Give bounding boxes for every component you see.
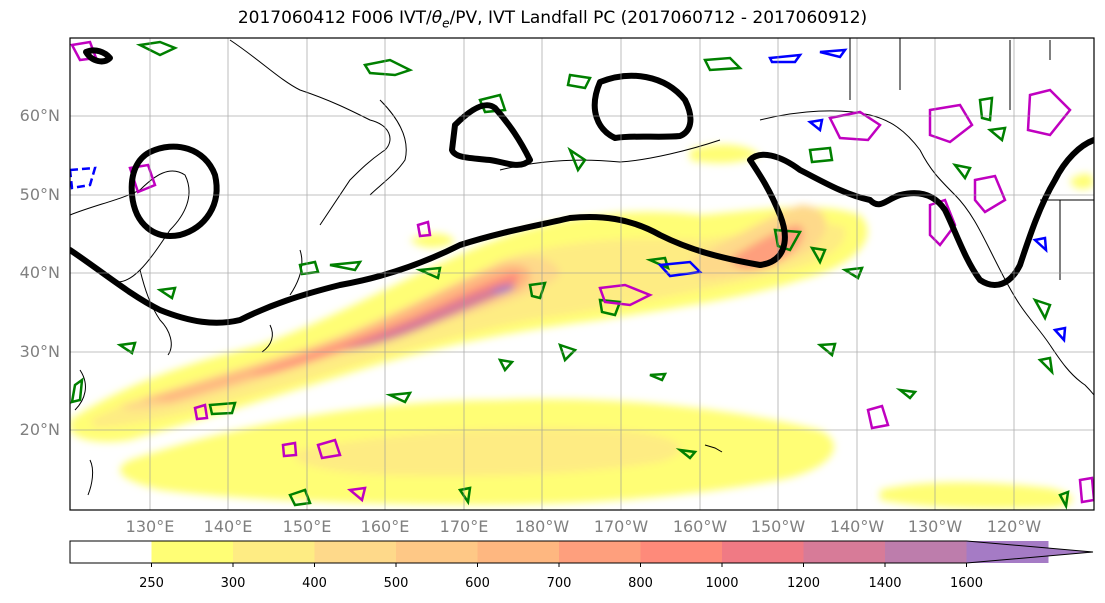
- lon-label-170w: 170°W: [593, 517, 649, 536]
- lat-label-30n: 30°N: [19, 342, 60, 361]
- colorbar-swatch: [640, 541, 723, 563]
- lon-label-150e: 150°E: [282, 517, 332, 536]
- figure-title: 2017060412 F006 IVT/θe/PV, IVT Landfall …: [237, 8, 868, 31]
- colorbar-tick-label: 300: [220, 576, 246, 591]
- map-frame: [69, 37, 1095, 511]
- colorbar-tick-label: 600: [465, 576, 490, 591]
- lon-label-180w: 180°W: [514, 517, 570, 536]
- colorbar-tick-label: 1600: [949, 576, 984, 591]
- ivt-landfall-contour: [70, 47, 1094, 326]
- lon-label-130w: 130°W: [907, 517, 963, 536]
- colorbar-tick-label: 800: [628, 576, 653, 591]
- lat-label-50n: 50°N: [19, 185, 60, 204]
- lon-label-160w: 160°W: [672, 517, 728, 536]
- pv-high-contours: [70, 40, 1094, 504]
- colorbar-swatch: [559, 541, 641, 563]
- lat-label-40n: 40°N: [19, 263, 60, 282]
- colorbar-swatch: [314, 541, 397, 563]
- colorbar-tick-label: 250: [139, 576, 164, 591]
- lat-label-60n: 60°N: [19, 106, 60, 125]
- colorbar-swatch: [70, 541, 152, 563]
- lon-label-170e: 170°E: [439, 517, 489, 536]
- colorbar-outline: [69, 540, 1094, 564]
- lon-label-140w: 140°W: [829, 517, 885, 536]
- colorbar-tick-label: 1400: [868, 576, 902, 591]
- lon-label-130e: 130°E: [125, 517, 175, 536]
- colorbar-swatch: [151, 541, 234, 563]
- ivt-shading: [70, 144, 1094, 509]
- colorbar: [69, 540, 1094, 567]
- colorbar-tick-label: 1200: [786, 576, 821, 591]
- lon-label-150w: 150°W: [750, 517, 806, 536]
- colorbar-swatch: [885, 541, 967, 563]
- colorbar-swatch: [233, 541, 315, 563]
- colorbar-tick-label: 700: [546, 576, 572, 591]
- colorbar-swatch: [477, 541, 560, 563]
- pv-low-contours: [70, 48, 1067, 343]
- gridlines: [70, 38, 1094, 510]
- theta-e-contours: [70, 40, 1070, 510]
- colorbar-tick-label: 1000: [705, 576, 739, 591]
- colorbar-swatch: [396, 541, 478, 563]
- lat-label-20n: 20°N: [19, 420, 60, 439]
- colorbar-tick-label: 400: [302, 576, 327, 591]
- colorbar-swatch: [722, 541, 804, 563]
- colorbar-extend-arrow: [966, 541, 1093, 563]
- lon-label-140e: 140°E: [203, 517, 253, 536]
- lon-label-120w: 120°W: [986, 517, 1042, 536]
- colorbar-tick-label: 500: [383, 576, 409, 591]
- colorbar-swatch: [803, 541, 886, 563]
- lon-label-160e: 160°E: [360, 517, 410, 536]
